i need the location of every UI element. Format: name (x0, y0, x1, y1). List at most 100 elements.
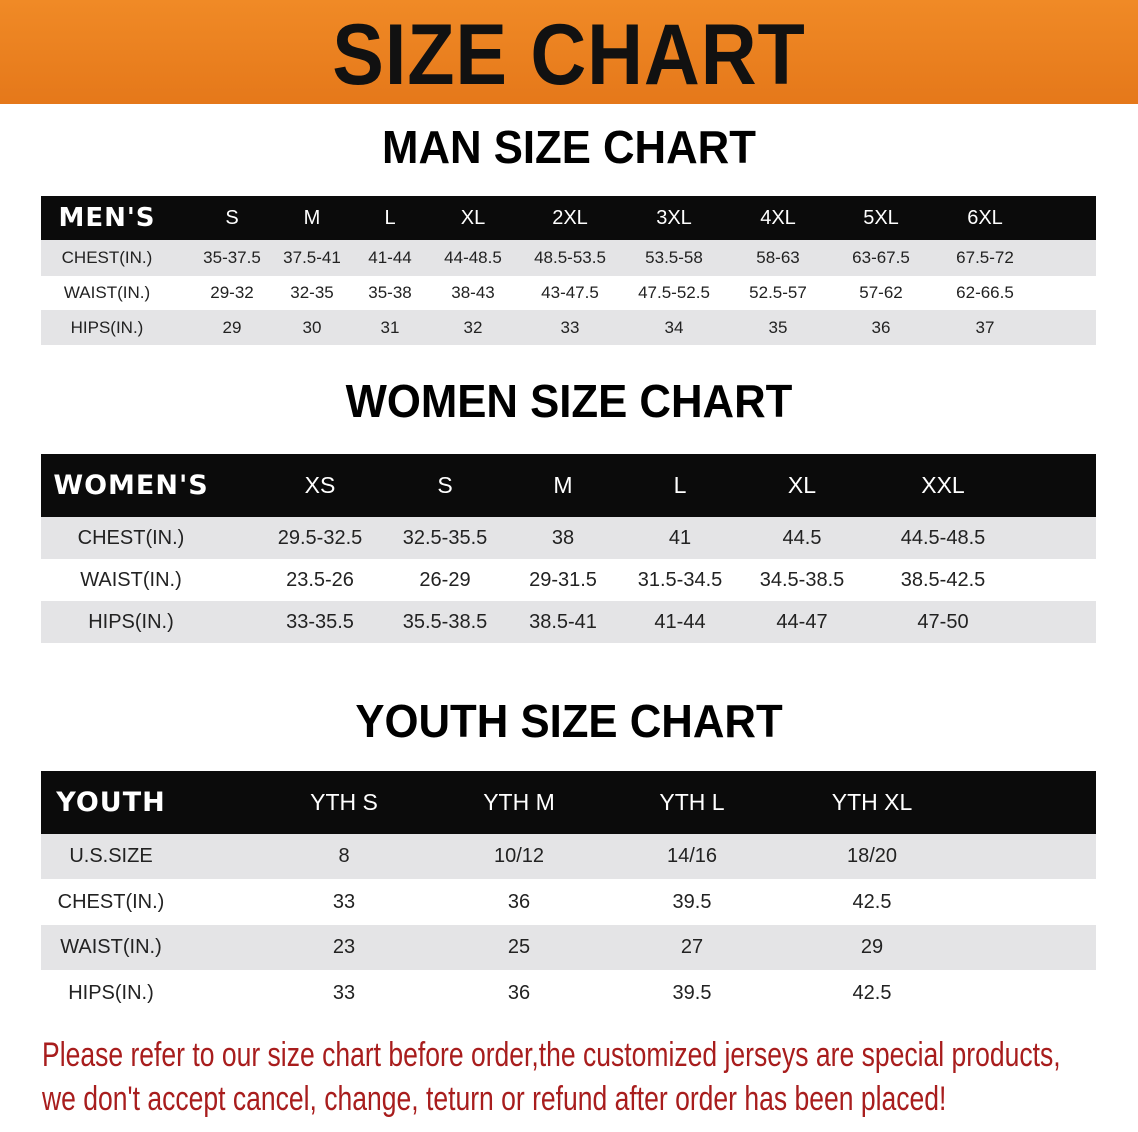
size-column-header: 4XL (760, 206, 796, 229)
row-label: WAIST(IN.) (63, 283, 151, 302)
table-cell: 48.5-53.5 (534, 248, 606, 267)
youth-header-label: YOUTH (56, 787, 166, 818)
table-cell: 41-44 (654, 610, 706, 633)
table-cell: 38.5-41 (529, 610, 597, 633)
size-column-header: XL (787, 472, 817, 498)
table-cell: 29-32 (210, 283, 254, 302)
table-row: HIPS(IN.) 33 36 39.5 42.5 (41, 970, 1096, 1016)
table-cell: 67.5-72 (956, 248, 1014, 267)
table-cell: 57-62 (859, 283, 903, 302)
table-cell: 44-47 (776, 610, 828, 633)
row-label: CHEST(IN.) (77, 526, 185, 549)
youth-size-table: YOUTH YTH S YTH M YTH L YTH XL U.S.SIZE 8 10/12… (41, 771, 1096, 1017)
table-cell: 33-35.5 (286, 610, 354, 633)
size-column-header: YTH L (659, 789, 725, 815)
table-row: WAIST(IN.) 29-32 32-35 35-38 38-43 43-47.5 47.… (41, 276, 1096, 310)
women-header-label: WOMEN'S (53, 470, 209, 501)
table-cell: 36 (871, 317, 891, 337)
table-cell: 43-47.5 (541, 283, 599, 302)
table-cell: 26-29 (419, 568, 471, 591)
table-cell: 53.5-58 (645, 248, 703, 267)
size-column-header: XXL (921, 472, 965, 498)
row-label: HIPS(IN.) (70, 317, 144, 337)
size-column-header: XL (460, 206, 486, 229)
row-label: WAIST(IN.) (80, 568, 182, 591)
table-row: WAIST(IN.) 23 25 27 29 (41, 925, 1096, 970)
table-cell: 44-48.5 (444, 248, 502, 267)
size-column-header: 6XL (967, 206, 1003, 229)
table-cell: 47.5-52.5 (638, 283, 710, 302)
table-cell: 36 (507, 981, 531, 1004)
row-label: CHEST(IN.) (57, 890, 165, 913)
size-column-header: 5XL (863, 206, 899, 229)
size-column-header: L (673, 472, 687, 498)
table-cell: 41 (668, 526, 692, 549)
table-cell: 23.5-26 (286, 568, 354, 591)
men-header-label: MEN'S (58, 203, 156, 233)
row-label: HIPS(IN.) (88, 610, 174, 633)
table-row: HIPS(IN.) 33-35.5 35.5-38.5 38.5-41 41-44 44-… (41, 601, 1096, 643)
title-banner: SIZE CHART (0, 0, 1138, 104)
table-cell: 18/20 (846, 845, 898, 867)
size-column-header: XS (304, 472, 336, 498)
table-cell: 31 (380, 317, 400, 337)
notice-line-1: Please refer to our size chart before or… (42, 1036, 1061, 1074)
table-cell: 29.5-32.5 (277, 526, 363, 549)
row-label: CHEST(IN.) (61, 248, 153, 267)
table-row: CHEST(IN.) 33 36 39.5 42.5 (41, 879, 1096, 925)
table-cell: 32.5-35.5 (402, 526, 488, 549)
table-cell: 34.5-38.5 (759, 568, 845, 591)
table-cell: 33 (560, 317, 580, 337)
table-cell: 52.5-57 (749, 283, 807, 302)
table-row: HIPS(IN.) 29 30 31 32 33 34 35 36 37 (41, 310, 1096, 345)
table-cell: 58-63 (756, 248, 800, 267)
row-label: U.S.SIZE (69, 845, 153, 867)
table-cell: 30 (302, 317, 322, 337)
women-header-row: WOMEN'S XS S M L XL XXL (41, 454, 1096, 517)
page-title: SIZE CHART (332, 7, 806, 103)
size-column-header: S (225, 206, 239, 229)
size-column-header: M (553, 472, 573, 498)
men-heading: MAN SIZE CHART (382, 121, 756, 173)
table-cell: 39.5 (672, 981, 712, 1004)
table-cell: 47-50 (917, 610, 969, 633)
table-cell: 32 (463, 317, 483, 337)
table-cell: 25 (507, 936, 531, 958)
table-cell: 32-35 (290, 283, 334, 302)
table-cell: 38 (551, 526, 575, 549)
youth-heading: YOUTH SIZE CHART (355, 695, 783, 747)
size-column-header: S (437, 472, 453, 498)
table-cell: 29 (222, 317, 242, 337)
table-cell: 8 (338, 845, 350, 867)
table-cell: 29 (860, 936, 884, 958)
men-header-row: MEN'S S M L XL 2XL 3XL 4XL 5XL 6XL (41, 196, 1096, 240)
table-cell: 38-43 (451, 283, 495, 302)
table-cell: 35 (768, 317, 788, 337)
table-cell: 33 (332, 981, 356, 1004)
size-column-header: L (384, 206, 396, 229)
table-cell: 41-44 (368, 248, 412, 267)
women-heading: WOMEN SIZE CHART (345, 375, 793, 427)
table-cell: 37.5-41 (283, 248, 341, 267)
table-cell: 23 (332, 936, 356, 958)
table-cell: 29-31.5 (529, 568, 597, 591)
table-cell: 42.5 (852, 890, 892, 913)
women-size-table: WOMEN'S XS S M L XL XXL CHEST(IN.) 29.5-32.5 32.5… (41, 454, 1096, 644)
size-column-header: YTH XL (831, 789, 913, 815)
table-cell: 44.5-48.5 (900, 526, 986, 549)
table-cell: 44.5 (782, 526, 822, 549)
size-column-header: YTH M (483, 789, 555, 815)
table-row: WAIST(IN.) 23.5-26 26-29 29-31.5 31.5-34.5 34… (41, 559, 1096, 601)
table-cell: 35-38 (368, 283, 412, 302)
table-cell: 31.5-34.5 (637, 568, 723, 591)
table-row: U.S.SIZE 8 10/12 14/16 18/20 (41, 834, 1096, 879)
table-cell: 62-66.5 (956, 283, 1014, 302)
row-label: WAIST(IN.) (60, 936, 162, 958)
size-column-header: M (303, 206, 321, 229)
table-row: CHEST(IN.) 29.5-32.5 32.5-35.5 38 41 44.5 44.5… (41, 517, 1096, 559)
table-cell: 38.5-42.5 (900, 568, 986, 591)
table-cell: 39.5 (672, 890, 712, 913)
row-label: HIPS(IN.) (68, 981, 154, 1004)
table-cell: 35.5-38.5 (402, 610, 488, 633)
table-cell: 14/16 (666, 845, 718, 867)
